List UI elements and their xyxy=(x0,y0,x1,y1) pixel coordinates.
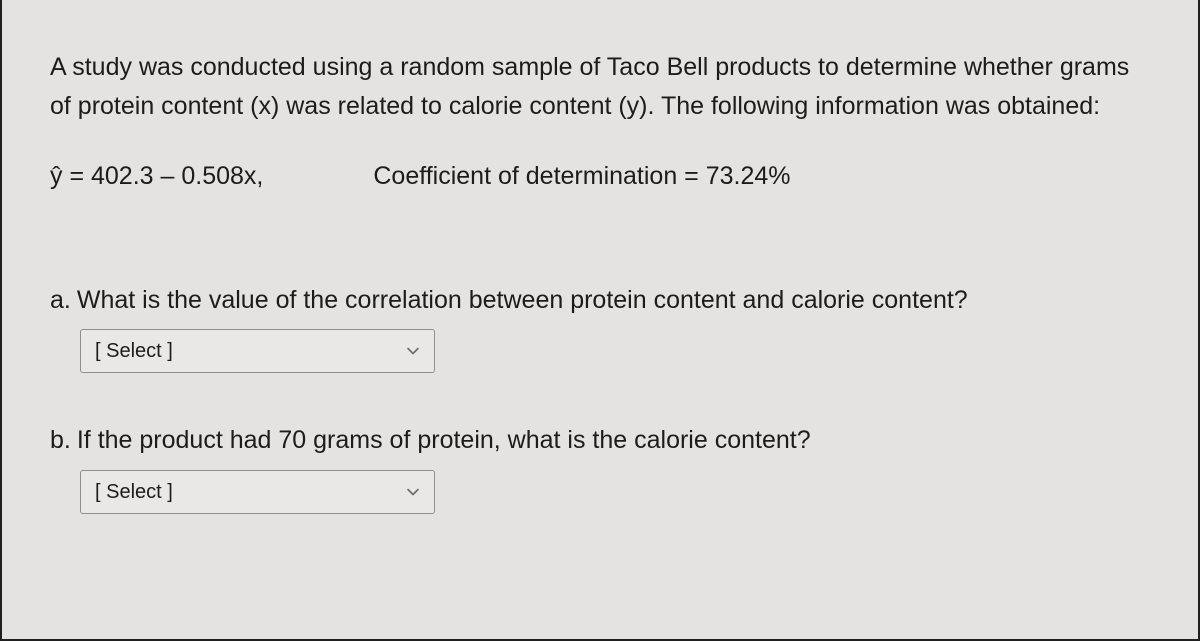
question-b-text: If the product had 70 grams of protein, … xyxy=(77,421,1150,460)
question-b-select[interactable]: [ Select ] xyxy=(80,470,435,514)
question-b-select-value: [ Select ] xyxy=(95,481,173,504)
question-a: a. What is the value of the correlation … xyxy=(50,281,1150,320)
question-a-select[interactable]: [ Select ] xyxy=(80,329,435,373)
question-a-select-value: [ Select ] xyxy=(95,340,173,363)
chevron-down-icon xyxy=(406,344,420,358)
question-a-text: What is the value of the correlation bet… xyxy=(77,281,1150,320)
intro-paragraph: A study was conducted using a random sam… xyxy=(50,48,1150,126)
regression-equation: ŷ = 402.3 – 0.508x, xyxy=(50,162,263,191)
chevron-down-icon xyxy=(406,485,420,499)
question-b: b. If the product had 70 grams of protei… xyxy=(50,421,1150,460)
question-a-letter: a. xyxy=(50,281,73,320)
stats-row: ŷ = 402.3 – 0.508x, Coefficient of deter… xyxy=(50,162,1150,191)
question-page: A study was conducted using a random sam… xyxy=(0,0,1200,641)
coefficient-of-determination: Coefficient of determination = 73.24% xyxy=(373,162,790,191)
question-b-letter: b. xyxy=(50,421,73,460)
